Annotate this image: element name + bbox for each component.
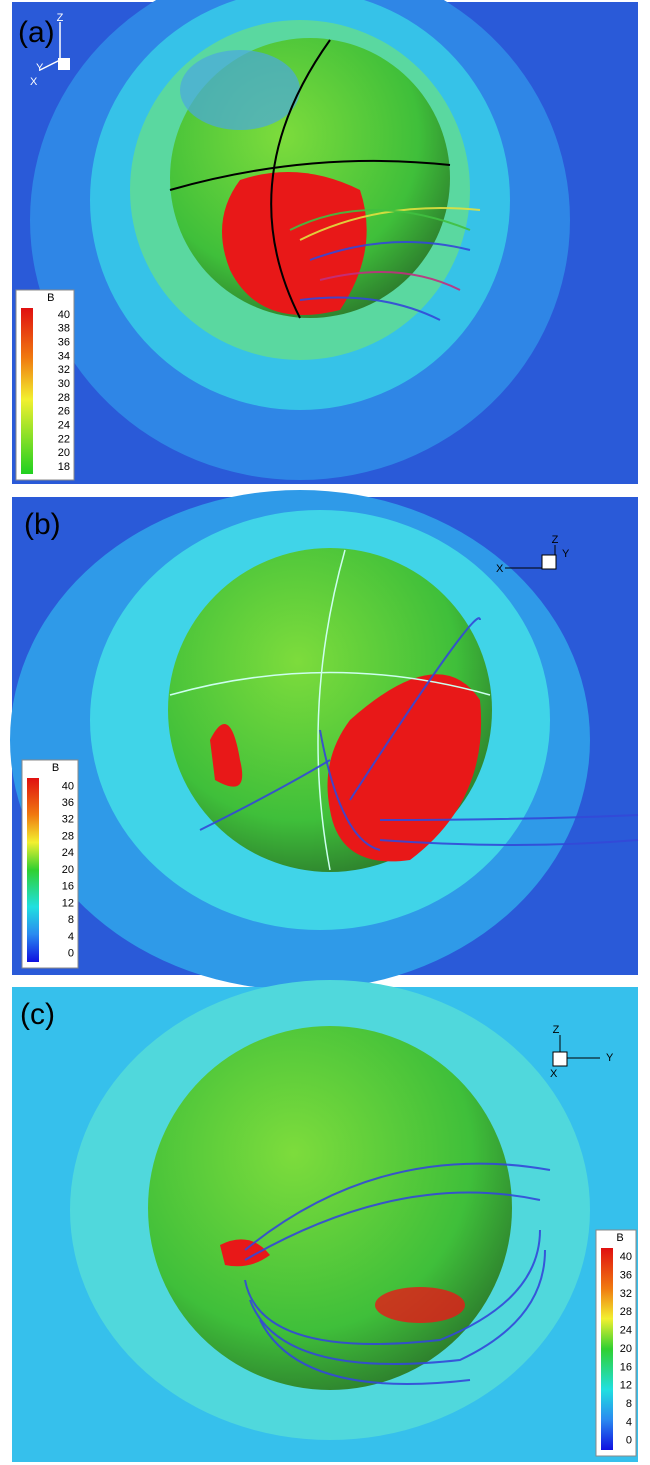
- axis-label: Y: [606, 1052, 614, 1064]
- colorbar: [601, 1248, 613, 1450]
- patch: [180, 50, 300, 130]
- colorbar-tick-label: 22: [58, 433, 70, 445]
- axis-label: Z: [57, 12, 64, 24]
- colorbar-tick-label: 38: [58, 323, 70, 335]
- colorbar-title: B: [47, 292, 54, 304]
- colorbar-tick-label: 30: [58, 378, 70, 390]
- colorbar: [27, 778, 39, 962]
- colorbar-tick-label: 20: [58, 447, 70, 459]
- colorbar-tick-label: 20: [620, 1343, 632, 1355]
- colorbar-tick-label: 16: [62, 881, 74, 893]
- axis-label: Y: [562, 548, 570, 560]
- panel-b: Z Y X (b): [10, 490, 638, 990]
- colorbar-tick-label: 28: [62, 830, 74, 842]
- colorbar-tick-label: 40: [62, 780, 74, 792]
- colorbar-tick-label: 28: [620, 1306, 632, 1318]
- panel-label: (c): [20, 998, 55, 1031]
- colorbar-tick-label: 36: [62, 797, 74, 809]
- colorbar-tick-label: 0: [626, 1435, 632, 1447]
- colorbar: [21, 308, 33, 474]
- colorbar-tick-label: 26: [58, 406, 70, 418]
- sphere: [148, 1026, 512, 1390]
- axis-label: Y: [36, 62, 44, 74]
- colorbar-tick-label: 8: [626, 1398, 632, 1410]
- colorbar-tick-label: 40: [58, 309, 70, 321]
- colorbar-tick-label: 32: [58, 364, 70, 376]
- colorbar-tick-label: 32: [62, 814, 74, 826]
- figure: Z Y X (a) Z Y X (b) Z: [0, 0, 650, 1465]
- panel-a: Z Y X (a): [12, 0, 638, 484]
- colorbar-tick-label: 40: [620, 1251, 632, 1263]
- axis-label: X: [30, 76, 38, 88]
- patch: [375, 1287, 465, 1323]
- colorbar-tick-label: 34: [58, 350, 70, 362]
- colorbar-tick-label: 8: [68, 914, 74, 926]
- colorbar-tick-label: 4: [68, 931, 74, 943]
- panel-c: Z Y X (c): [12, 980, 638, 1462]
- colorbar-tick-label: 24: [62, 847, 74, 859]
- colorbar-title: B: [52, 762, 59, 774]
- axis-label: X: [496, 563, 504, 575]
- colorbar-tick-label: 36: [58, 336, 70, 348]
- colorbar-tick-label: 24: [620, 1325, 632, 1337]
- colorbar-tick-label: 36: [620, 1269, 632, 1281]
- colorbar-tick-label: 28: [58, 392, 70, 404]
- colorbar-tick-label: 4: [626, 1416, 632, 1428]
- colorbar-tick-label: 0: [68, 948, 74, 960]
- colorbar-tick-label: 32: [620, 1288, 632, 1300]
- colorbar-tick-label: 12: [620, 1380, 632, 1392]
- axis-label: X: [550, 1068, 558, 1080]
- colorbar-tick-label: 20: [62, 864, 74, 876]
- panel-label: (b): [24, 508, 61, 541]
- colorbar-title: B: [616, 1232, 623, 1244]
- colorbar-tick-label: 18: [58, 461, 70, 473]
- colorbar-tick-label: 24: [58, 419, 70, 431]
- colorbar-tick-label: 12: [62, 897, 74, 909]
- colorbar-tick-label: 16: [620, 1361, 632, 1373]
- axis-label: Z: [553, 1024, 560, 1036]
- axis-label: Z: [552, 534, 559, 546]
- panel-label: (a): [18, 16, 55, 49]
